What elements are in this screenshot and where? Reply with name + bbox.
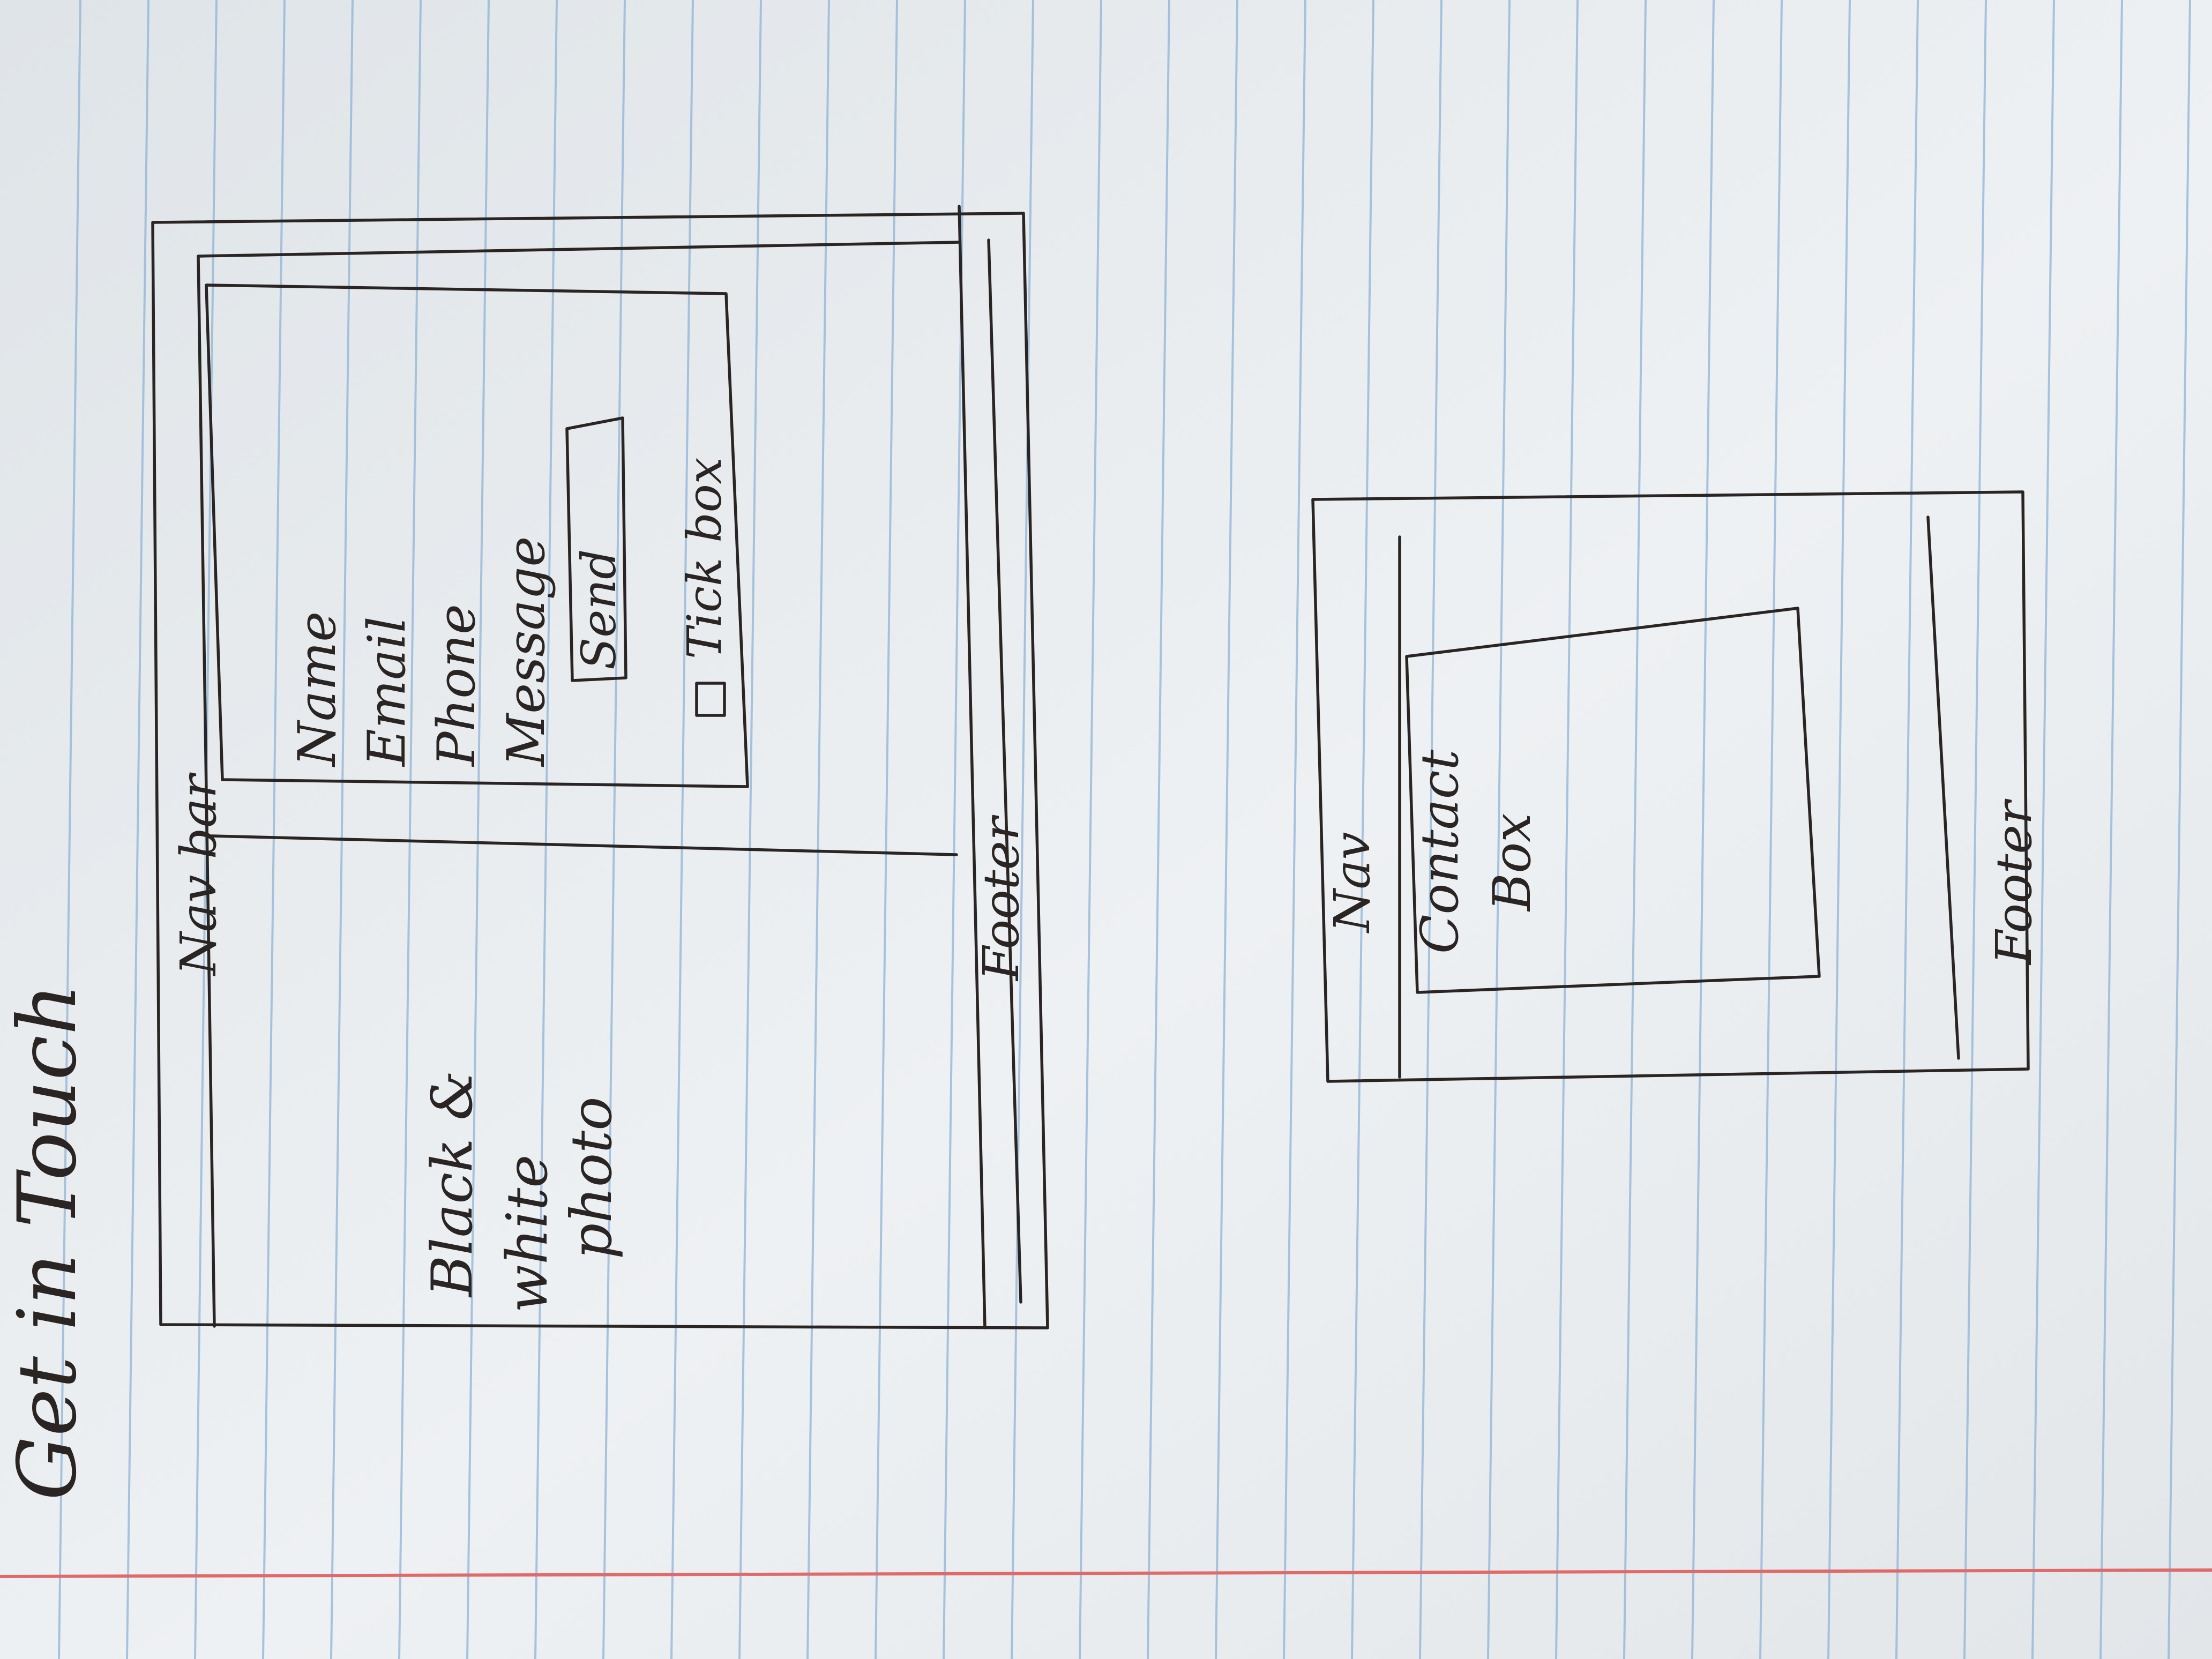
desktop-content-divider — [210, 834, 958, 856]
ruled-line — [58, 0, 81, 1659]
form-field-name: Name — [287, 611, 347, 767]
photo-label-text-3: photo — [559, 1097, 624, 1259]
tick-box-label: Tick box — [677, 458, 732, 659]
photo-label-line-3: photo — [559, 1097, 624, 1259]
margin-line — [0, 1568, 2212, 1578]
desktop-footer-label: Footer — [973, 814, 1030, 982]
tick-box-text: Tick box — [677, 458, 732, 659]
mobile-footer-label: Footer — [1985, 798, 2043, 966]
send-button-label: Send — [571, 549, 626, 670]
photo-label-line-2: white — [495, 1155, 560, 1313]
page-title-text: Get in Touch — [1, 983, 94, 1500]
photo-label-text-1: Black & — [420, 1070, 485, 1298]
ruled-line — [126, 0, 150, 1659]
desktop-nav-text: Nav bar — [170, 772, 227, 976]
ruled-line — [875, 0, 898, 1659]
ruled-line — [1555, 0, 1579, 1659]
photo-label-text-2: white — [495, 1155, 560, 1313]
ruled-line — [1691, 0, 1715, 1659]
desktop-outer-frame — [151, 212, 1049, 1329]
ruled-line — [262, 0, 286, 1659]
desktop-nav-label: Nav bar — [170, 772, 227, 976]
photo-label-line-1: Black & — [420, 1070, 485, 1298]
ruled-line — [670, 0, 694, 1659]
ruled-line — [1827, 0, 1851, 1659]
ruled-line — [806, 0, 830, 1659]
mobile-contact-label-1: Contact — [1410, 749, 1470, 954]
ruled-line — [1895, 0, 1919, 1659]
mobile-footer-text: Footer — [1985, 798, 2043, 966]
form-field-phone-text: Phone — [427, 604, 487, 767]
mobile-nav-text: Nav — [1324, 832, 1381, 933]
ruled-line — [738, 0, 762, 1659]
ruled-line — [1759, 0, 1783, 1659]
ruled-line — [2031, 0, 2055, 1659]
mobile-contact-box — [1405, 607, 1821, 994]
send-button-text: Send — [571, 549, 626, 670]
mobile-contact-text-2: Box — [1482, 813, 1542, 912]
ruled-line — [330, 0, 354, 1659]
ruled-line — [1419, 0, 1443, 1659]
mobile-outer-frame — [1311, 490, 2030, 1083]
ruled-line — [1963, 0, 1987, 1659]
form-field-email: Email — [357, 616, 417, 767]
desktop-nav-rule — [197, 241, 961, 258]
ruled-line — [534, 0, 558, 1659]
ruled-line — [2099, 0, 2123, 1659]
desktop-wireframe: Nav bar Footer Black & white photo Name … — [151, 205, 1049, 1329]
ruled-line — [1351, 0, 1374, 1659]
ruled-line — [1147, 0, 1170, 1659]
mobile-footer-strip — [1926, 515, 1960, 1060]
ruled-line — [602, 0, 626, 1659]
ruled-line — [1623, 0, 1647, 1659]
ruled-line — [466, 0, 490, 1659]
form-field-name-text: Name — [287, 611, 347, 767]
mobile-nav-label: Nav — [1324, 832, 1381, 933]
ruled-line — [2168, 0, 2191, 1659]
mobile-contact-label-2: Box — [1482, 813, 1542, 912]
desktop-nav-strip — [197, 255, 216, 1328]
ruled-line — [1011, 0, 1034, 1659]
page-title: Get in Touch — [1, 983, 94, 1500]
ruled-lines — [58, 0, 2191, 1659]
desktop-footer-strip — [958, 205, 987, 1329]
desktop-footer-text: Footer — [973, 814, 1030, 982]
mobile-wireframe: Nav Contact Box Footer — [1311, 490, 2043, 1083]
send-button — [565, 416, 627, 682]
form-field-email-text: Email — [357, 616, 417, 767]
ruled-line — [1283, 0, 1306, 1659]
desktop-form-box — [205, 283, 749, 788]
mobile-contact-text-1: Contact — [1410, 749, 1470, 954]
ruled-line — [1487, 0, 1511, 1659]
form-field-message-text: Message — [496, 536, 556, 767]
tick-box — [695, 682, 726, 717]
form-field-phone: Phone — [427, 604, 487, 767]
form-field-message: Message — [496, 536, 556, 767]
ruled-line — [1079, 0, 1102, 1659]
ruled-line — [1215, 0, 1238, 1659]
ruled-line — [398, 0, 422, 1659]
desktop-footer-inner — [987, 238, 1022, 1304]
